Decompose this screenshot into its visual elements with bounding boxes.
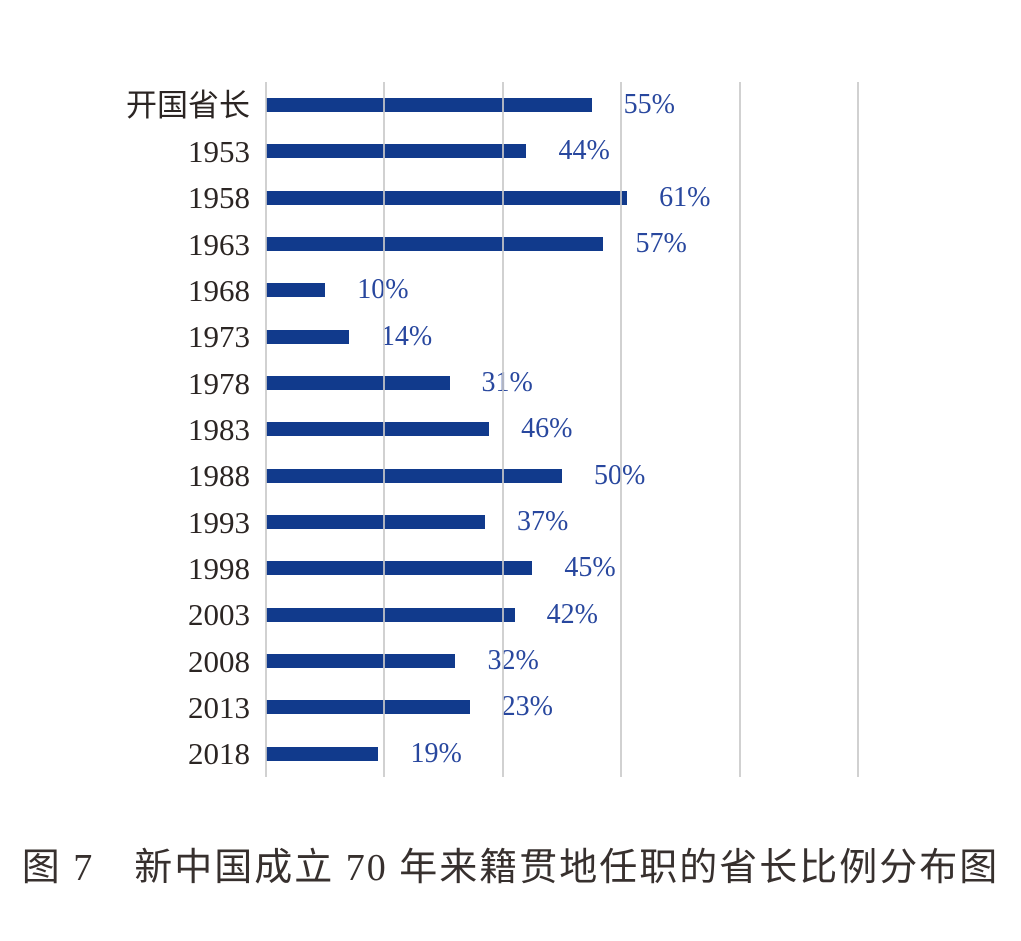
bar-zone: 44% (266, 137, 858, 165)
chart-row: 1998 45% (0, 545, 860, 591)
bar-zone: 31% (266, 369, 858, 397)
value-label: 14% (380, 320, 433, 352)
bar (266, 468, 562, 483)
bar-zone: 57% (266, 230, 858, 258)
value-label: 42% (546, 598, 598, 630)
chart-row: 2003 42% (0, 592, 860, 638)
value-label: 45% (564, 552, 616, 584)
chart-row: 1953 44% (0, 128, 860, 174)
bar (266, 607, 515, 622)
chart-row: 1978 31% (0, 360, 860, 406)
bar-zone: 37% (266, 508, 858, 536)
category-label: 2018 (188, 736, 250, 772)
bar-zone: 19% (266, 737, 858, 769)
value-label: 32% (487, 645, 539, 677)
bar-zone: 55% (266, 91, 858, 119)
bar-zone: 14% (266, 320, 858, 352)
value-label: 31% (481, 367, 533, 399)
chart-row: 1983 46% (0, 406, 860, 452)
value-label: 10% (357, 274, 409, 306)
bar (266, 422, 490, 437)
bar (266, 283, 326, 298)
bar (266, 190, 628, 205)
category-label: 1973 (188, 319, 250, 355)
chart-row: 2013 23% (0, 684, 860, 730)
value-label: 55% (623, 89, 675, 121)
category-label: 1958 (188, 180, 250, 216)
chart-rows: 开国省长 55% 1953 44% 1958 61% 1963 57% 1968 10% 1973 1… (0, 82, 860, 777)
bar-zone: 50% (266, 459, 858, 491)
category-label: 1968 (188, 272, 250, 308)
bar-zone: 42% (266, 598, 858, 630)
bar-zone: 32% (266, 647, 858, 675)
category-label: 开国省长 (126, 87, 250, 123)
chart-row: 1988 50% (0, 453, 860, 499)
bar-zone: 61% (266, 181, 858, 213)
category-label: 1953 (188, 133, 250, 169)
chart-row: 2008 32% (0, 638, 860, 684)
category-label: 1988 (188, 458, 250, 494)
chart-row: 1958 61% (0, 175, 860, 221)
bar (266, 329, 349, 344)
bar (266, 98, 592, 113)
bar-zone: 10% (266, 276, 858, 304)
bar (266, 376, 450, 391)
category-label: 1993 (188, 504, 250, 540)
value-label: 44% (558, 135, 610, 167)
bar-zone: 46% (266, 415, 858, 443)
category-label: 1963 (188, 226, 250, 262)
bar-zone: 45% (266, 554, 858, 582)
value-label: 57% (635, 228, 687, 260)
value-label: 46% (521, 413, 573, 445)
value-label: 19% (410, 737, 462, 769)
bar (266, 654, 456, 669)
category-label: 2008 (188, 643, 250, 679)
category-label: 1983 (188, 411, 250, 447)
bar-zone: 23% (266, 693, 858, 721)
bar (266, 237, 604, 252)
category-label: 1998 (188, 550, 250, 586)
category-label: 1978 (188, 365, 250, 401)
bar (266, 700, 470, 715)
chart-row: 开国省长 55% (0, 82, 860, 128)
value-label: 23% (501, 691, 553, 723)
bar (266, 746, 379, 761)
chart-row: 2018 19% (0, 731, 860, 777)
bar (266, 515, 486, 530)
chart-row: 1993 37% (0, 499, 860, 545)
value-label: 61% (659, 181, 711, 213)
bar (266, 561, 533, 576)
chart-row: 1973 14% (0, 314, 860, 360)
value-label: 37% (517, 506, 569, 538)
value-label: 50% (594, 459, 646, 491)
category-label: 2013 (188, 689, 250, 725)
bar (266, 144, 527, 159)
chart-row: 1963 57% (0, 221, 860, 267)
category-label: 2003 (188, 597, 250, 633)
figure-caption: 图 7 新中国成立 70 年来籍贯地任职的省长比例分布图 (21, 847, 1000, 889)
chart-row: 1968 10% (0, 267, 860, 313)
